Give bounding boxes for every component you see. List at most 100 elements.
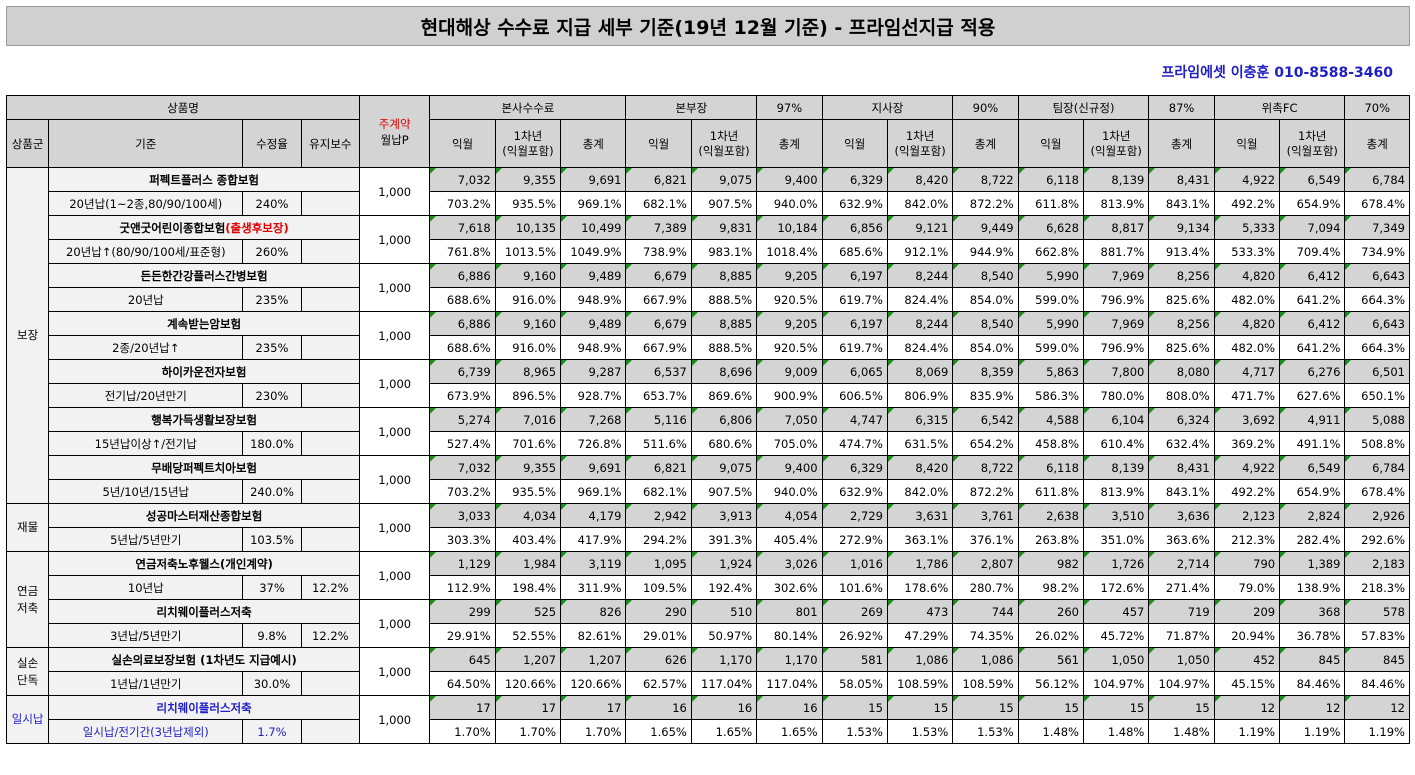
commission-amount: 4,717: [1213, 359, 1281, 384]
commission-amount: 9,691: [560, 455, 627, 480]
maintenance-rate: [300, 335, 360, 360]
correction-rate: 230%: [242, 383, 302, 408]
subheader-year1-line2: (익월포함): [1090, 143, 1142, 158]
commission-rate: 654.9%: [1279, 191, 1346, 216]
commission-rate: 482.0%: [1213, 335, 1281, 360]
commission-rate: 920.5%: [756, 335, 823, 360]
header-product-name: 상품명: [6, 95, 360, 120]
commission-rate: 391.3%: [690, 527, 758, 552]
commission-amount: 269: [821, 599, 888, 624]
commission-amount: 4,179: [560, 503, 627, 528]
commission-amount: 4,820: [1213, 263, 1281, 288]
commission-rate: 376.1%: [952, 527, 1019, 552]
product-name: 연금저축노후웰스(개인계약): [48, 551, 360, 576]
commission-amount: 7,032: [429, 455, 496, 480]
commission-rate: 1018.4%: [756, 239, 823, 264]
monthly-premium: 1,000: [358, 647, 431, 696]
commission-rate: 272.9%: [821, 527, 888, 552]
commission-rate: 872.2%: [952, 191, 1019, 216]
commission-rate: 47.29%: [886, 623, 954, 648]
commission-rate: 653.7%: [625, 383, 692, 408]
commission-rate: 705.0%: [756, 431, 823, 456]
product-name: 무배당퍼펙트치아보험: [48, 455, 360, 480]
commission-rate: 948.9%: [560, 335, 627, 360]
product-name: 퍼펙트플러스 종합보험: [48, 167, 360, 192]
commission-amount: 6,065: [821, 359, 888, 384]
commission-amount: 7,969: [1082, 311, 1150, 336]
commission-amount: 9,160: [494, 263, 562, 288]
product-group-cell: 보장: [5, 167, 50, 504]
commission-rate: 632.9%: [821, 479, 888, 504]
commission-rate: 1.19%: [1213, 719, 1281, 744]
commission-rate: 944.9%: [952, 239, 1019, 264]
commission-rate: 98.2%: [1017, 575, 1085, 600]
product-rate-row: 3년납/5년만기 9.8% 12.2% 29.91% 52.55% 82.61% 29.01…: [7, 623, 1410, 648]
commission-rate: 112.9%: [429, 575, 496, 600]
commission-amount: 7,016: [494, 407, 562, 432]
commission-rate: 280.7%: [952, 575, 1019, 600]
commission-amount: 5,274: [429, 407, 496, 432]
product-rate-row: 전기납/20년만기 230% 673.9% 896.5% 928.7% 653.7% 869…: [7, 383, 1410, 408]
commission-amount: 1,207: [560, 647, 627, 672]
commission-amount: 7,389: [625, 215, 692, 240]
commission-amount: 845: [1279, 647, 1346, 672]
commission-rate: 682.1%: [625, 479, 692, 504]
commission-rate: 117.04%: [756, 671, 823, 696]
commission-rate: 912.1%: [886, 239, 954, 264]
commission-amount: 8,965: [494, 359, 562, 384]
monthly-premium: 1,000: [358, 503, 431, 552]
commission-rate: 36.78%: [1279, 623, 1346, 648]
product-criteria: 15년납이상↑/전기납: [48, 431, 244, 456]
product-rate-row: 20년납↑(80/90/100세/표준형) 260% 761.8% 1013.5% 10…: [7, 239, 1410, 264]
commission-amount: 290: [625, 599, 692, 624]
product-rate-row: 일시납/전기간(3년납제외) 1.7% 1.70% 1.70% 1.70% 1.65% 1.…: [7, 719, 1410, 744]
product-name-text: 든든한간강플러스간병보험: [140, 268, 268, 283]
product-group-cell: 일시납: [5, 695, 50, 744]
product-name-text: 무배당퍼펙트치아보험: [151, 460, 258, 475]
commission-rate: 62.57%: [625, 671, 692, 696]
product-row: 굿앤굿어린이종합보험(출생후보장) 1,000 7,618 10,135 10,499 7…: [7, 215, 1410, 264]
commission-rate: 1.48%: [1082, 719, 1150, 744]
commission-rate: 263.8%: [1017, 527, 1085, 552]
commission-amount: 1,389: [1279, 551, 1346, 576]
maintenance-rate: 12.2%: [300, 575, 360, 600]
tier-pct-1: 97%: [756, 95, 823, 120]
commission-amount: 2,824: [1279, 503, 1346, 528]
commission-amount: 8,885: [690, 263, 758, 288]
commission-rate: 104.97%: [1148, 671, 1215, 696]
subheader-total: 총계: [560, 119, 627, 168]
commission-rate: 45.72%: [1082, 623, 1150, 648]
commission-rate: 29.91%: [429, 623, 496, 648]
commission-rate: 351.0%: [1082, 527, 1150, 552]
commission-rate: 474.7%: [821, 431, 888, 456]
commission-amount: 2,714: [1148, 551, 1215, 576]
commission-amount: 8,139: [1082, 455, 1150, 480]
subheader-year1-line1: 1차년: [905, 128, 935, 143]
commission-amount: 6,643: [1344, 311, 1410, 336]
commission-amount: 1,086: [952, 647, 1019, 672]
correction-rate: 235%: [242, 287, 302, 312]
commission-amount: 8,244: [886, 263, 954, 288]
product-row: 하이카운전자보험 1,000 6,739 8,965 9,287 6,537 8,696 9,…: [7, 359, 1410, 408]
commission-rate: 52.55%: [494, 623, 562, 648]
commission-amount: 6,821: [625, 167, 692, 192]
commission-rate: 491.1%: [1279, 431, 1346, 456]
commission-rate: 796.9%: [1082, 335, 1150, 360]
commission-amount: 4,922: [1213, 167, 1281, 192]
commission-rate: 198.4%: [494, 575, 562, 600]
commission-amount: 6,679: [625, 311, 692, 336]
tier-header-2: 지사장: [821, 95, 954, 120]
product-name-text: 하이카운전자보험: [161, 364, 247, 379]
monthly-premium: 1,000: [358, 551, 431, 600]
commission-rate: 117.04%: [690, 671, 758, 696]
commission-amount: 4,747: [821, 407, 888, 432]
commission-amount: 9,121: [886, 215, 954, 240]
commission-rate: 641.2%: [1279, 335, 1346, 360]
commission-rate: 1.19%: [1344, 719, 1410, 744]
maintenance-rate: [300, 431, 360, 456]
commission-rate: 1.19%: [1279, 719, 1346, 744]
maintenance-rate: [300, 191, 360, 216]
product-criteria: 전기납/20년만기: [48, 383, 244, 408]
commission-rate: 813.9%: [1082, 191, 1150, 216]
commission-amount: 3,913: [690, 503, 758, 528]
